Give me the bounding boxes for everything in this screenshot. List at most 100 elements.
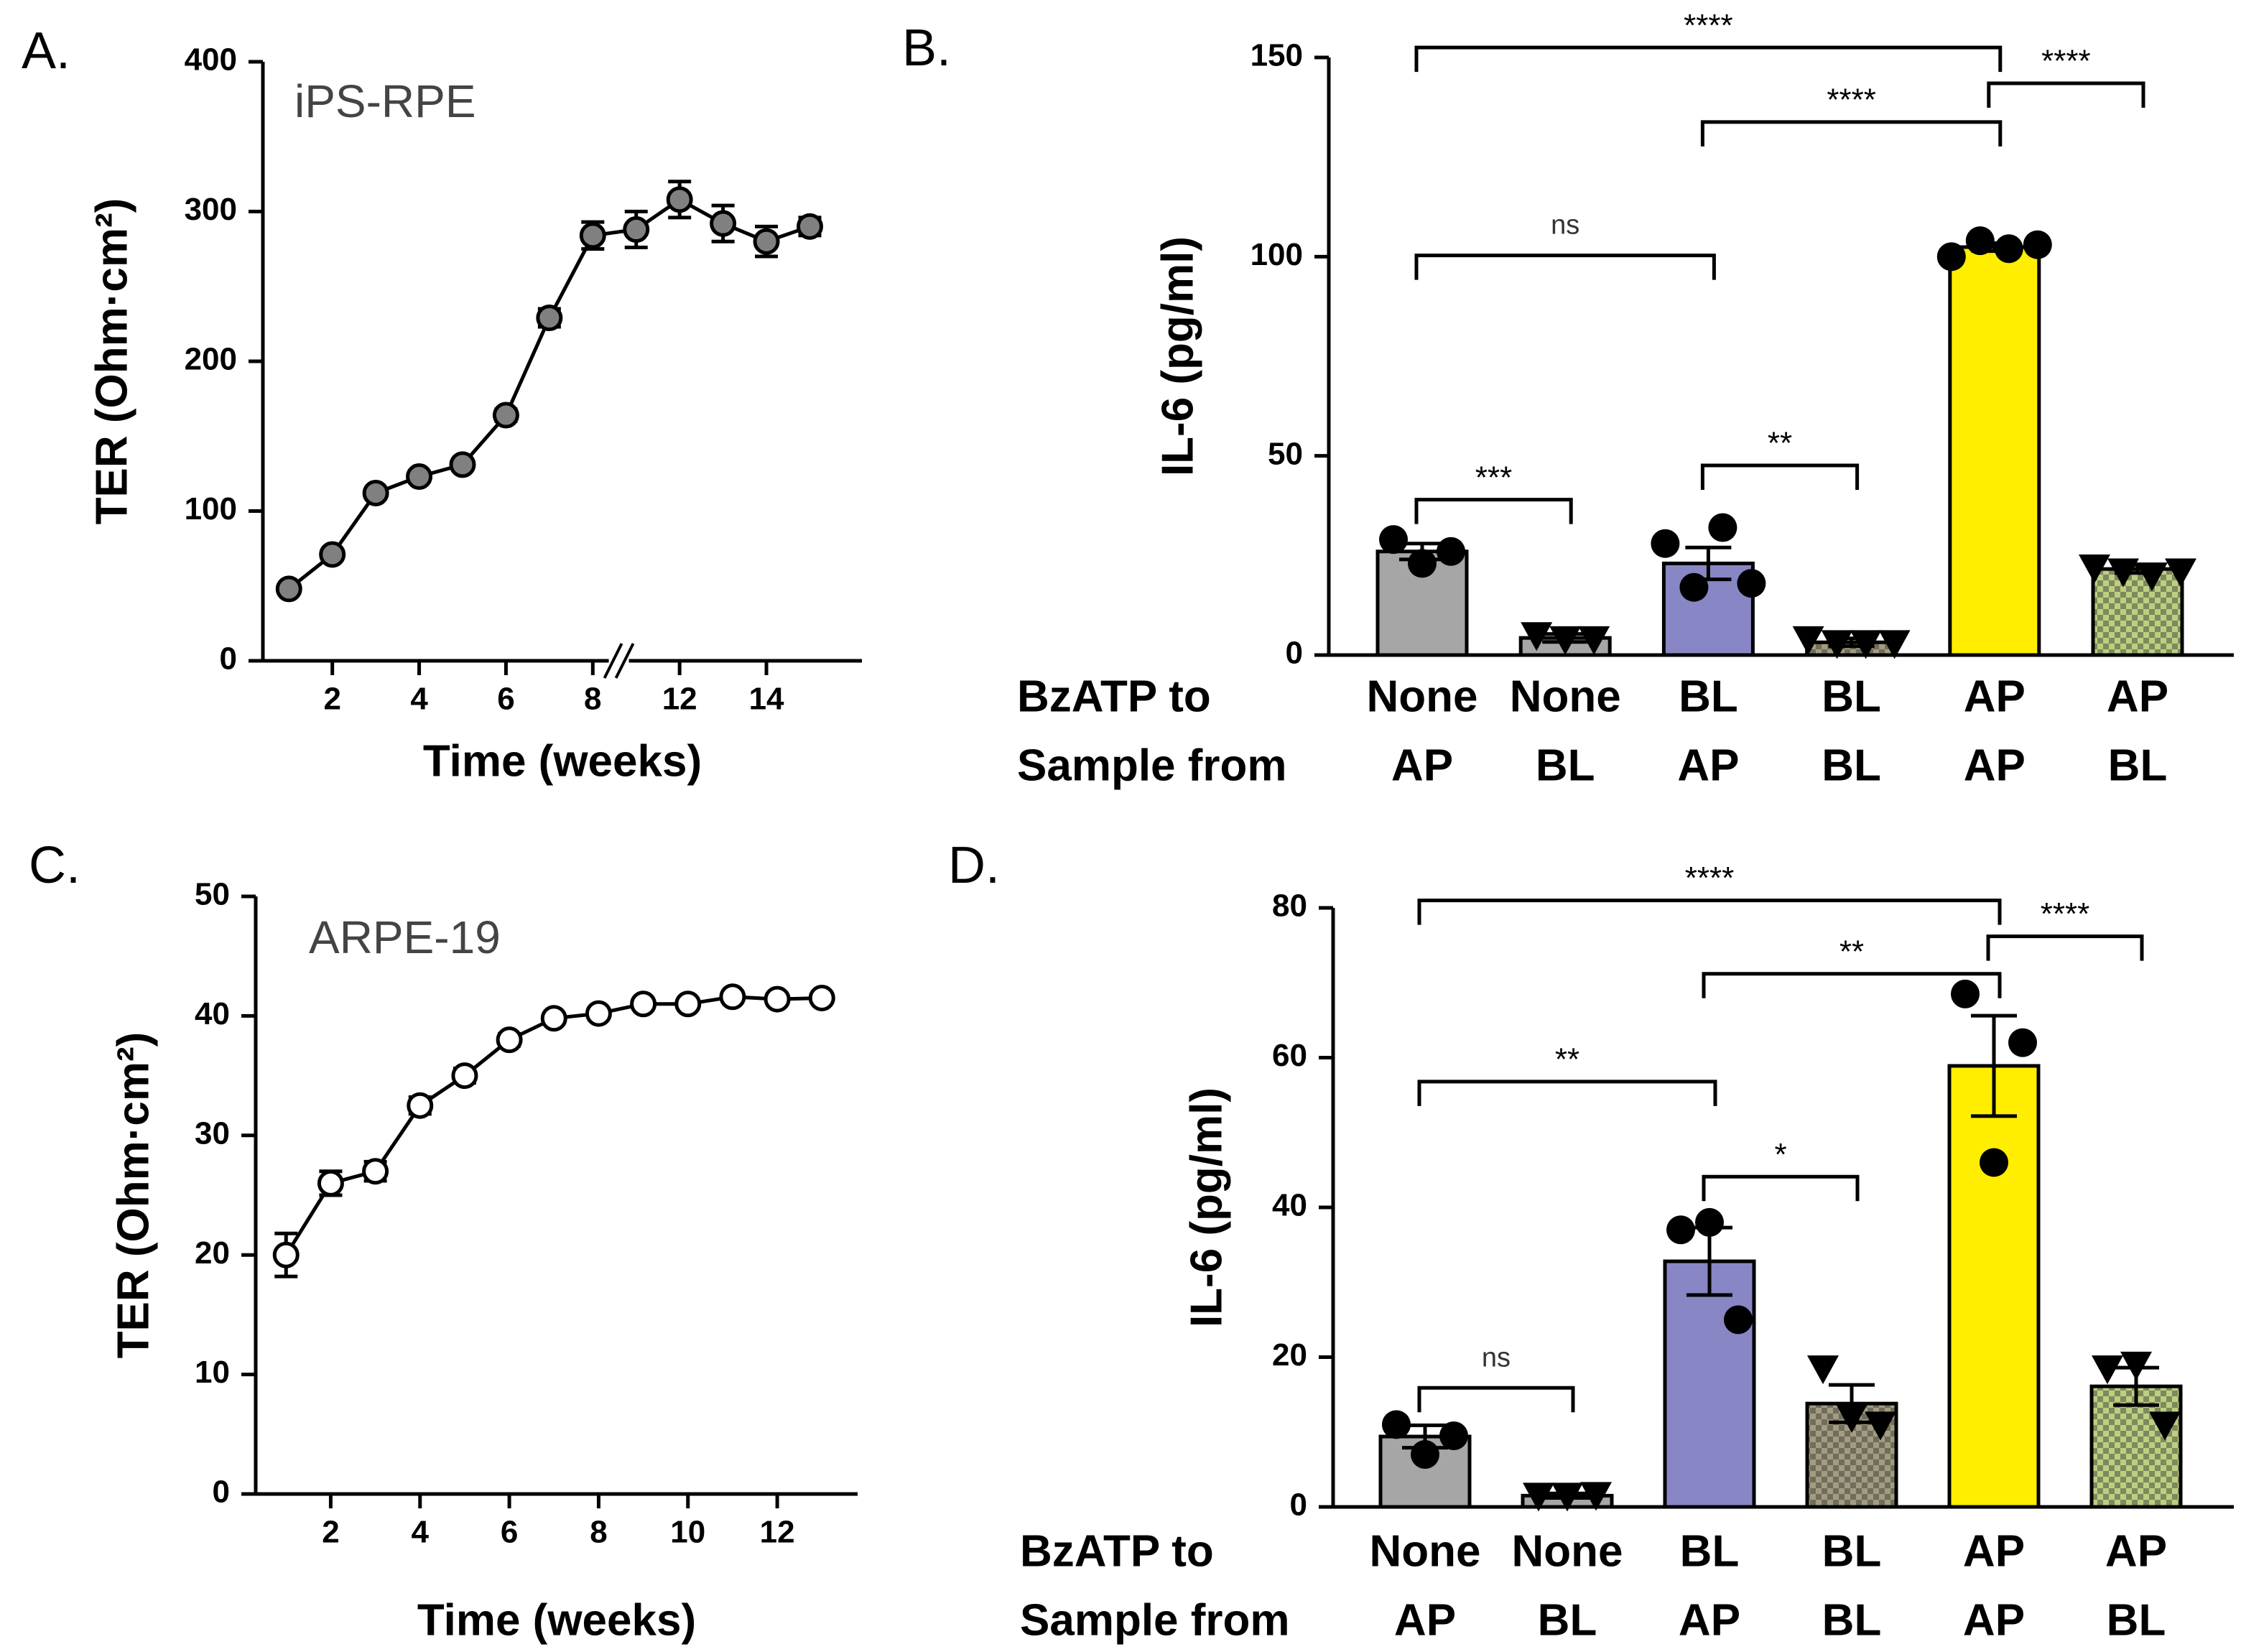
category-label: None (1370, 1526, 1481, 1576)
y-tick-label: 100 (185, 491, 237, 526)
y-axis-label: TER (Ohm·cm²) (108, 1032, 158, 1359)
category-label: None (1510, 672, 1621, 721)
point (1551, 1482, 1583, 1512)
point (1549, 626, 1582, 655)
category-label: AP (1394, 1595, 1456, 1645)
category-label: AP (1963, 1595, 2025, 1645)
point (1980, 1148, 2008, 1177)
significance-bracket (1702, 972, 2002, 998)
category-label: AP (1679, 1595, 1740, 1645)
category-label: AP (2107, 672, 2168, 721)
y-tick-label: 400 (185, 42, 237, 78)
x-tick-label: 12 (760, 1515, 795, 1550)
significance-bracket (1700, 120, 2003, 147)
significance-label: **** (2041, 44, 2091, 79)
point (1439, 1421, 1468, 1450)
point (540, 1005, 567, 1032)
row-label: Sample from (1020, 1595, 1290, 1645)
significance-label: **** (2041, 896, 2090, 932)
row-label: BzATP to (1020, 1526, 1214, 1576)
significance-bracket (1702, 1174, 1860, 1202)
y-tick-label: 50 (195, 877, 230, 912)
point (1382, 1410, 1411, 1439)
y-tick-label: 40 (195, 996, 230, 1031)
point (496, 1026, 523, 1054)
significance-bracket (1986, 934, 2144, 961)
line (287, 197, 811, 590)
category-label: AP (1964, 741, 2026, 790)
category-label: None (1367, 672, 1478, 721)
bar (1663, 1259, 1756, 1509)
point (666, 186, 693, 213)
significance-bracket (1417, 1080, 1717, 1106)
x-tick-label: 6 (501, 1515, 518, 1550)
x-axis-label: Time (weeks) (423, 736, 702, 786)
point (719, 983, 746, 1011)
y-tick-label: 50 (1268, 436, 1303, 471)
point (275, 575, 302, 603)
category-label: BL (1822, 1526, 1882, 1576)
y-tick-label: 300 (185, 192, 237, 227)
point (1965, 226, 1995, 256)
significance-bracket (1414, 498, 1573, 524)
point (1580, 1482, 1612, 1511)
x-tick-label: 12 (662, 682, 697, 717)
point (1379, 525, 1408, 554)
row-label: BzATP to (1017, 672, 1211, 721)
panel-label: D. (948, 837, 1000, 894)
y-axis-label: TER (Ohm·cm²) (87, 198, 136, 525)
point (362, 479, 389, 506)
point (796, 213, 823, 240)
point (449, 451, 476, 478)
panel-label: A. (22, 22, 70, 80)
point (406, 463, 433, 491)
point (1792, 626, 1824, 655)
point (1679, 572, 1709, 602)
y-tick-label: 0 (1290, 1488, 1307, 1523)
significance-bracket (1414, 254, 1716, 280)
x-tick-label: 8 (584, 682, 601, 717)
category-label: BL (1822, 1595, 1882, 1645)
point (2079, 554, 2110, 583)
axis-break (603, 643, 623, 679)
y-tick-label: 0 (220, 641, 237, 677)
significance-bracket (1414, 45, 2003, 73)
panel-title: ARPE-19 (309, 911, 501, 963)
point (1666, 1215, 1695, 1245)
point (272, 1241, 300, 1268)
significance-label: **** (1827, 82, 1876, 117)
point (1994, 234, 2023, 264)
point (2165, 558, 2196, 588)
point (492, 402, 519, 429)
significance-label: **** (1685, 860, 1735, 896)
point (2008, 1028, 2037, 1057)
y-tick-label: 20 (1272, 1337, 1307, 1373)
point (1708, 513, 1737, 542)
point (2023, 230, 2052, 259)
point (1737, 569, 1766, 598)
point (1408, 549, 1437, 578)
significance-bracket (1417, 1386, 1575, 1413)
significance-label: ** (1839, 934, 1864, 969)
category-label: AP (1963, 1526, 2025, 1576)
point (1951, 979, 1980, 1008)
significance-label: ns (1482, 1342, 1511, 1373)
category-label: BL (1822, 741, 1881, 790)
point (1523, 1482, 1554, 1512)
point (764, 985, 791, 1013)
y-tick-label: 100 (1251, 237, 1303, 272)
point (2120, 1351, 2152, 1380)
y-axis-label: IL-6 (pg/ml) (1182, 1087, 1231, 1327)
y-tick-label: 60 (1272, 1038, 1307, 1073)
point (319, 541, 346, 568)
axis-break (614, 643, 635, 679)
category-label: AP (1677, 741, 1739, 790)
category-label: BL (2108, 741, 2168, 790)
point (579, 222, 606, 249)
point (1695, 1207, 1724, 1237)
category-label: AP (1391, 741, 1453, 790)
point (1807, 1355, 1839, 1385)
y-tick-label: 0 (1286, 636, 1303, 671)
